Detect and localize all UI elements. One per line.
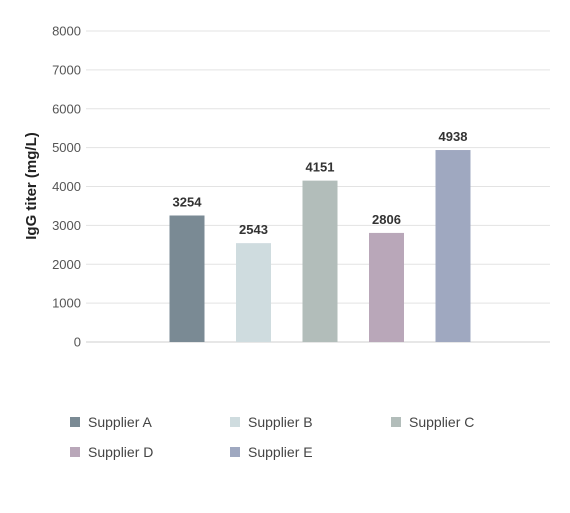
legend: Supplier A Supplier B Supplier C Supplier D… bbox=[70, 414, 474, 460]
y-tick-label: 3000 bbox=[52, 218, 81, 233]
y-tick-label: 2000 bbox=[52, 257, 81, 272]
bar-supplier-d bbox=[369, 232, 404, 342]
legend-swatch bbox=[70, 417, 80, 427]
legend-label: Supplier C bbox=[409, 414, 474, 430]
legend-swatch bbox=[70, 447, 80, 457]
y-tick-label: 0 bbox=[74, 335, 81, 350]
data-labels: 3254 2543 4151 2806 4938 bbox=[173, 129, 468, 237]
data-label: 2806 bbox=[372, 212, 401, 227]
bar-supplier-b bbox=[236, 243, 271, 342]
bar-supplier-a bbox=[169, 215, 205, 342]
y-tick-label: 7000 bbox=[52, 62, 81, 77]
legend-swatch bbox=[230, 417, 240, 427]
y-tick-label: 8000 bbox=[52, 24, 81, 39]
y-axis-ticks: 0 1000 2000 3000 4000 5000 6000 7000 8000 bbox=[52, 24, 81, 350]
y-tick-label: 5000 bbox=[52, 140, 81, 155]
legend-label: Supplier E bbox=[248, 444, 313, 460]
data-label: 2543 bbox=[239, 222, 268, 237]
legend-swatch bbox=[230, 447, 240, 457]
data-label: 3254 bbox=[173, 195, 203, 210]
y-axis-title: IgG titer (mg/L) bbox=[23, 132, 40, 240]
legend-label: Supplier A bbox=[88, 414, 152, 430]
data-label: 4151 bbox=[306, 160, 335, 175]
bar-supplier-c bbox=[302, 180, 338, 342]
legend-label: Supplier B bbox=[248, 414, 313, 430]
legend-label: Supplier D bbox=[88, 444, 153, 460]
legend-swatch bbox=[391, 417, 401, 427]
data-label: 4938 bbox=[439, 129, 468, 144]
y-tick-label: 1000 bbox=[52, 296, 81, 311]
bars bbox=[169, 150, 471, 342]
y-tick-label: 6000 bbox=[52, 101, 81, 116]
bar-supplier-e bbox=[435, 150, 471, 342]
y-tick-label: 4000 bbox=[52, 179, 81, 194]
